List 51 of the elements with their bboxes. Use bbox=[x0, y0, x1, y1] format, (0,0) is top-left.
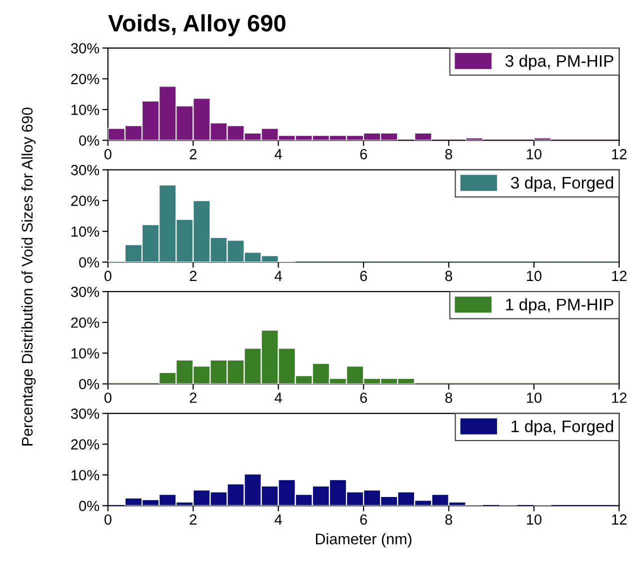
y-tick-label: 30% bbox=[70, 408, 100, 419]
legend-label: 3 dpa, PM-HIP bbox=[505, 54, 614, 70]
y-tick-label: 30% bbox=[70, 43, 100, 54]
x-tick-label: 0 bbox=[104, 392, 112, 403]
x-tick-label: 6 bbox=[360, 149, 367, 160]
y-tick-label: 10% bbox=[72, 104, 100, 115]
x-tick-label: 12 bbox=[612, 392, 627, 403]
x-tick-label: 4 bbox=[274, 270, 282, 281]
x-tick-label: 0 bbox=[104, 514, 112, 525]
y-tick-label: 20% bbox=[71, 74, 100, 84]
x-tick-label: 10 bbox=[526, 149, 542, 160]
x-tick-label: 12 bbox=[612, 270, 627, 281]
legend-label: 1 dpa, Forged bbox=[512, 420, 614, 436]
x-tick-label: 0 bbox=[104, 149, 112, 160]
y-tick-label: 20% bbox=[71, 196, 100, 206]
y-tick-label: 30% bbox=[70, 164, 100, 176]
x-axis-title: Diameter (nm) bbox=[316, 533, 412, 548]
y-tick-label: 30% bbox=[70, 286, 100, 298]
x-tick-label: 4 bbox=[274, 149, 282, 160]
y-tick-label: 0% bbox=[79, 500, 100, 512]
x-tick-label: 12 bbox=[612, 149, 627, 160]
x-tick-label: 8 bbox=[445, 270, 452, 282]
x-tick-label: 0 bbox=[104, 270, 112, 282]
x-tick-label: 10 bbox=[526, 514, 542, 525]
x-tick-label: 6 bbox=[360, 514, 367, 525]
x-tick-label: 12 bbox=[612, 514, 627, 525]
x-tick-label: 2 bbox=[190, 514, 196, 525]
y-axis-title: Percentage Distribution of Void Sizes for Alloy 690 bbox=[21, 108, 36, 446]
y-tick-label: 20% bbox=[71, 439, 100, 450]
y-tick-label: 0% bbox=[79, 378, 100, 390]
legend-label: 1 dpa, PM-HIP bbox=[506, 298, 614, 314]
chart-title: Voids, Alloy 690 bbox=[108, 14, 286, 36]
x-tick-label: 6 bbox=[360, 270, 367, 282]
x-tick-label: 2 bbox=[190, 149, 196, 160]
x-tick-label: 4 bbox=[274, 392, 282, 403]
x-tick-label: 4 bbox=[274, 514, 282, 525]
x-tick-label: 10 bbox=[526, 392, 542, 403]
x-tick-label: 6 bbox=[360, 392, 367, 403]
y-tick-label: 10% bbox=[72, 226, 100, 237]
y-tick-label: 10% bbox=[72, 348, 100, 359]
y-tick-label: 0% bbox=[79, 135, 100, 146]
x-tick-label: 8 bbox=[445, 392, 452, 403]
x-tick-label: 2 bbox=[190, 270, 196, 281]
x-tick-label: 8 bbox=[445, 149, 452, 160]
legend-label: 3 dpa, Forged bbox=[510, 176, 614, 192]
y-tick-label: 0% bbox=[79, 257, 100, 268]
x-tick-label: 8 bbox=[445, 514, 452, 525]
y-tick-label: 20% bbox=[71, 317, 100, 328]
x-tick-label: 2 bbox=[190, 392, 196, 403]
y-tick-label: 10% bbox=[72, 470, 100, 480]
x-tick-label: 10 bbox=[526, 270, 542, 282]
